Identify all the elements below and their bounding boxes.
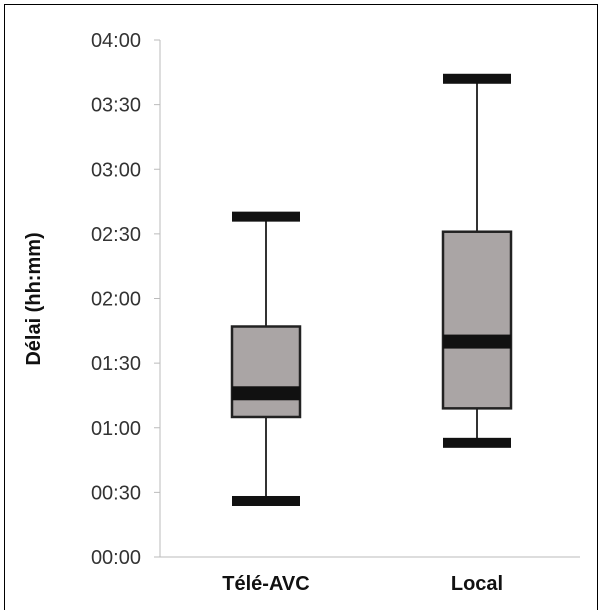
y-tick-label: 02:30	[91, 224, 141, 246]
box-local	[441, 73, 513, 448]
axis-layer	[154, 39, 580, 558]
iqr-box	[230, 325, 302, 419]
y-tick-label: 03:30	[91, 95, 141, 117]
y-tick-label: 02:00	[91, 289, 141, 311]
label-layer: 00:00 00:30 01:00 01:30 02:00 02:30 03:00 03:30…	[91, 30, 503, 595]
box-tele-avc	[230, 211, 302, 506]
x-category-label: Local	[451, 573, 503, 595]
max-cap	[443, 73, 511, 84]
y-tick-label: 01:00	[91, 418, 141, 440]
y-tick-label: 04:00	[91, 30, 141, 52]
max-cap	[232, 211, 300, 222]
y-tick-label: 01:30	[91, 353, 141, 375]
y-tick-label: 03:00	[91, 159, 141, 181]
box-layer	[230, 73, 513, 506]
median-bar	[443, 334, 511, 349]
iqr-box	[441, 230, 513, 410]
y-tick-label: 00:30	[91, 482, 141, 504]
y-tick-label: 00:00	[91, 547, 141, 569]
y-axis-title: Délai (hh:mm)	[23, 232, 45, 365]
min-cap	[443, 437, 511, 448]
min-cap	[232, 495, 300, 506]
median-bar	[232, 386, 300, 401]
x-category-label: Télé-AVC	[222, 573, 309, 595]
